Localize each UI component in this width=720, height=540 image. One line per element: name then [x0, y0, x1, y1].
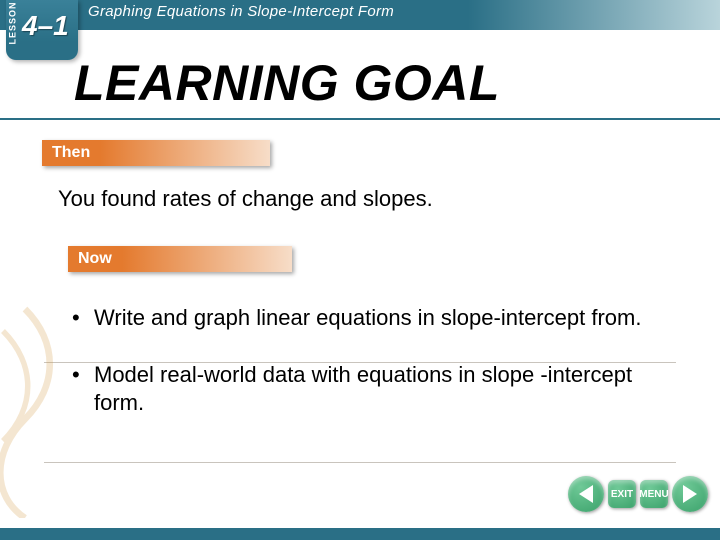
lesson-vertical-label: LESSON: [8, 1, 18, 44]
exit-button[interactable]: EXIT: [608, 480, 636, 508]
page-title: LEARNING GOAL: [74, 54, 500, 112]
now-badge-tail: [122, 246, 292, 272]
divider: [44, 362, 676, 363]
now-bullet-item: Write and graph linear equations in slop…: [68, 304, 648, 333]
then-badge-tail: [100, 140, 270, 166]
then-text: You found rates of change and slopes.: [58, 186, 433, 212]
then-badge-label: Then: [42, 140, 100, 166]
next-button[interactable]: [672, 476, 708, 512]
now-badge: Now: [68, 246, 292, 272]
slide: Graphing Equations in Slope-Intercept Fo…: [0, 0, 720, 540]
top-bar-title: Graphing Equations in Slope-Intercept Fo…: [88, 3, 394, 20]
lesson-number: 4–1: [22, 10, 69, 42]
prev-button[interactable]: [568, 476, 604, 512]
nav-cluster: EXIT MENU: [568, 476, 708, 512]
now-bullets: Write and graph linear equations in slop…: [68, 304, 648, 446]
menu-button[interactable]: MENU: [640, 480, 668, 508]
headline-underline: [0, 118, 720, 120]
chevron-left-icon: [579, 485, 593, 503]
then-badge: Then: [42, 140, 270, 166]
now-bullet-item: Model real-world data with equations in …: [68, 361, 648, 418]
divider: [44, 462, 676, 463]
chevron-right-icon: [683, 485, 697, 503]
lesson-tab: LESSON 4–1: [6, 0, 78, 60]
now-badge-label: Now: [68, 246, 122, 272]
top-bar: Graphing Equations in Slope-Intercept Fo…: [0, 0, 720, 30]
